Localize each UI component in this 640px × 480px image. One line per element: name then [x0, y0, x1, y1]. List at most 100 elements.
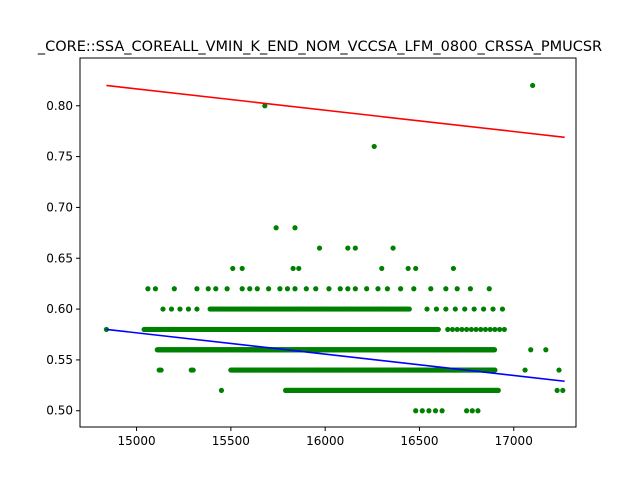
data-point — [239, 265, 245, 272]
data-point — [497, 326, 503, 333]
data-point — [468, 326, 474, 333]
data-point — [371, 143, 377, 150]
data-point — [459, 326, 465, 333]
data-point — [364, 286, 370, 292]
data-point — [160, 306, 166, 312]
x-tick-label: 16000 — [306, 434, 344, 448]
data-point — [522, 367, 528, 373]
y-tick-label: 0.65 — [46, 251, 73, 265]
data-point — [224, 286, 230, 292]
data-point — [254, 286, 260, 292]
data-point — [443, 306, 449, 312]
data-point — [449, 326, 456, 333]
data-point — [490, 306, 496, 312]
data-point — [185, 306, 192, 312]
data-point — [560, 387, 566, 394]
chart-title: _CORE::SSA_COREALL_VMIN_K_END_NOM_VCCSA_… — [37, 39, 602, 55]
data-point — [239, 286, 245, 292]
data-point — [454, 286, 460, 292]
data-point — [413, 265, 419, 272]
data-point — [452, 306, 458, 312]
data-point — [405, 265, 411, 272]
data-point — [218, 387, 225, 394]
data-point — [426, 408, 432, 414]
y-tick-label: 0.70 — [46, 200, 73, 214]
data-point — [213, 286, 219, 292]
plot-area — [79, 57, 577, 428]
data-point — [375, 286, 381, 292]
data-point — [406, 306, 412, 312]
data-point — [471, 306, 477, 312]
data-point — [492, 367, 498, 373]
data-point — [462, 306, 468, 312]
data-point — [478, 326, 484, 333]
data-point — [379, 265, 385, 272]
data-point — [292, 225, 298, 231]
data-point — [265, 286, 272, 292]
data-point — [313, 286, 319, 292]
data-point — [273, 225, 279, 231]
data-point — [499, 306, 506, 312]
data-point — [384, 286, 391, 292]
y-tick-label: 0.55 — [46, 353, 73, 367]
x-tick-label: 15500 — [212, 434, 250, 448]
data-point — [419, 408, 425, 414]
data-point — [528, 347, 534, 353]
data-point — [145, 286, 151, 292]
lower-trend-line — [106, 328, 565, 383]
data-point — [413, 408, 419, 414]
data-point — [292, 286, 298, 292]
upper-trend-line — [106, 84, 565, 139]
data-point — [450, 265, 457, 272]
data-point — [482, 326, 489, 333]
data-point — [491, 347, 498, 353]
data-point — [530, 82, 536, 89]
data-point — [262, 103, 268, 109]
data-point — [277, 286, 283, 292]
data-point — [158, 367, 164, 373]
x-tick-label: 15000 — [117, 434, 155, 448]
data-point — [445, 326, 451, 333]
x-tick-label: 16500 — [400, 434, 438, 448]
data-point — [433, 306, 440, 312]
data-point — [152, 286, 159, 292]
data-point — [177, 306, 183, 312]
data-point — [352, 286, 358, 292]
data-point — [345, 286, 351, 292]
data-point — [171, 286, 177, 292]
data-point — [337, 286, 343, 292]
data-point — [411, 286, 417, 292]
data-point — [290, 265, 296, 272]
data-point — [398, 286, 404, 292]
data-point — [492, 326, 498, 333]
data-point — [480, 306, 487, 312]
data-point — [390, 245, 396, 251]
data-point — [190, 367, 196, 373]
y-tick-label: 0.60 — [46, 302, 73, 316]
data-point — [475, 408, 481, 414]
data-point — [435, 326, 441, 333]
data-point — [428, 286, 434, 292]
data-point — [473, 326, 479, 333]
data-point — [432, 408, 439, 414]
y-tick-label: 0.80 — [46, 99, 73, 113]
data-point — [194, 286, 200, 292]
data-point — [495, 387, 501, 394]
data-point — [205, 286, 211, 292]
x-axis: 15000 15500 16000 16500 17000 — [117, 427, 533, 448]
data-point — [247, 286, 253, 292]
data-point — [454, 326, 460, 333]
data-point — [296, 265, 302, 272]
data-point — [194, 306, 200, 312]
data-point — [424, 306, 430, 312]
data-point — [103, 326, 110, 333]
data-point — [464, 408, 470, 414]
data-point — [556, 367, 562, 373]
y-tick-label: 0.50 — [46, 404, 73, 418]
y-axis: 0.50 0.55 0.60 0.65 0.70 0.75 0.80 — [46, 99, 80, 418]
data-point — [467, 286, 473, 292]
data-point — [443, 286, 449, 292]
y-tick-label: 0.75 — [46, 150, 73, 164]
